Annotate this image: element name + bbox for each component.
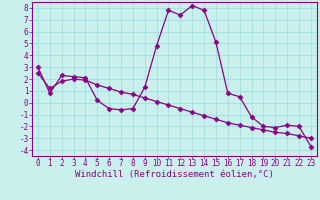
X-axis label: Windchill (Refroidissement éolien,°C): Windchill (Refroidissement éolien,°C) (75, 170, 274, 179)
